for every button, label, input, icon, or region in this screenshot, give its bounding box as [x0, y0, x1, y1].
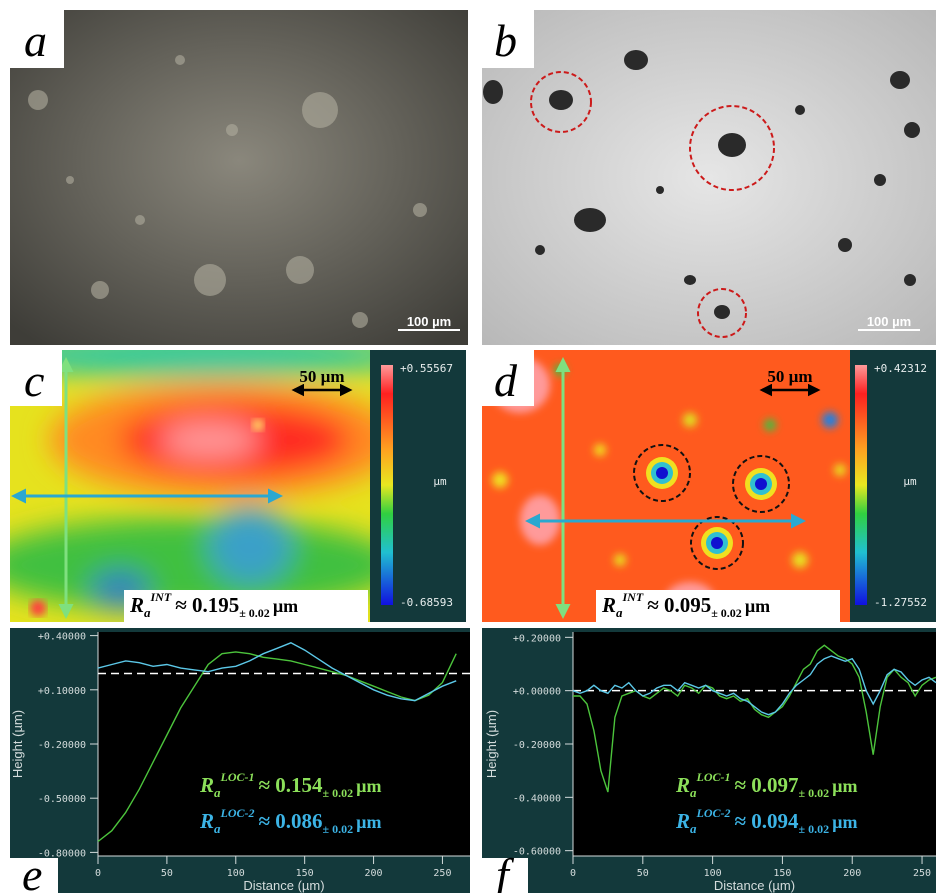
subscript: a	[690, 821, 697, 836]
x-tick-label: 250	[433, 868, 451, 879]
x-axis-label: Distance (µm)	[243, 878, 324, 893]
scale-bar-label: 50 µm	[767, 367, 812, 386]
y-tick-label: +0.00000	[513, 687, 561, 698]
unit: µm	[832, 812, 857, 832]
y-tick-label: -0.40000	[513, 793, 561, 804]
symbol: R	[601, 593, 616, 617]
x-tick-label: 0	[95, 868, 101, 879]
superscript: INT	[622, 590, 644, 604]
tolerance: ± 0.02	[711, 606, 742, 620]
panel-label: d	[494, 355, 518, 406]
value: ≈ 0.154	[259, 773, 324, 797]
panel-label: b	[494, 15, 517, 66]
value: ≈ 0.095	[647, 593, 711, 617]
subscript: a	[214, 785, 221, 800]
tolerance: ± 0.02	[799, 786, 830, 800]
tolerance: ± 0.02	[799, 822, 830, 836]
y-axis-label: Height (µm)	[10, 710, 25, 778]
panel-label: c	[24, 355, 44, 406]
value: ≈ 0.097	[735, 773, 799, 797]
colorbar-min: -0.68593	[400, 596, 453, 609]
tolerance: ± 0.02	[239, 606, 270, 620]
y-axis-label: Height (µm)	[484, 710, 499, 778]
symbol: R	[129, 593, 144, 617]
symbol: R	[675, 809, 690, 833]
colorbar-max: +0.42312	[874, 362, 927, 375]
colorbar	[381, 365, 393, 605]
height-map	[0, 333, 420, 622]
y-tick-label: -0.80000	[38, 848, 86, 859]
x-tick-label: 0	[570, 868, 576, 879]
x-axis-label: Distance (µm)	[714, 878, 795, 893]
subscript: a	[616, 605, 623, 620]
x-tick-label: 200	[365, 868, 383, 879]
charts: +0.40000 +0.10000 -0.20000 -0.50000 -0.80000…	[10, 632, 936, 893]
micrograph	[10, 10, 468, 345]
unit: µm	[745, 596, 770, 616]
y-tick-label: -0.60000	[513, 847, 561, 858]
symbol: R	[675, 773, 690, 797]
unit: µm	[356, 776, 381, 796]
superscript: LOC-1	[696, 770, 731, 784]
x-tick-label: 50	[161, 868, 173, 879]
y-tick-label: +0.20000	[513, 633, 561, 644]
value: ≈ 0.195	[175, 593, 239, 617]
x-tick-label: 200	[843, 868, 861, 879]
x-tick-label: 250	[913, 868, 931, 879]
colorbar-unit: µm	[903, 475, 917, 488]
subscript: a	[214, 821, 221, 836]
y-tick-label: -0.20000	[38, 740, 86, 751]
panel-label: a	[24, 15, 47, 66]
scale-bar-label: 50 µm	[299, 367, 344, 386]
symbol: R	[199, 773, 214, 797]
tolerance: ± 0.02	[323, 786, 354, 800]
symbol: R	[199, 809, 214, 833]
colorbar-max: +0.55567	[400, 362, 453, 375]
y-tick-label: -0.20000	[513, 740, 561, 751]
colorbar	[855, 365, 867, 605]
superscript: LOC-2	[220, 806, 255, 820]
y-tick-label: -0.50000	[38, 794, 86, 805]
colorbar-unit: µm	[433, 475, 447, 488]
panel-c: 50 µm c RaINT≈ 0.195± 0.02µm +0.55567 µm…	[0, 333, 466, 622]
value: ≈ 0.094	[735, 809, 800, 833]
colorbar-min: -1.27552	[874, 596, 927, 609]
superscript: LOC-1	[220, 770, 255, 784]
panel-b: b 100 µm	[482, 10, 936, 345]
unit: µm	[832, 776, 857, 796]
panel-a: a 100 µm	[10, 10, 468, 345]
x-tick-label: 100	[227, 868, 245, 879]
panel-label: e	[22, 849, 42, 893]
unit: µm	[273, 596, 298, 616]
scale-bar-label: 100 µm	[867, 314, 911, 329]
scale-bar-label: 100 µm	[407, 314, 451, 329]
figure: a 100 µm b 100 µm	[0, 0, 944, 893]
superscript: INT	[150, 590, 172, 604]
superscript: LOC-2	[696, 806, 731, 820]
subscript: a	[690, 785, 697, 800]
unit: µm	[356, 812, 381, 832]
tolerance: ± 0.02	[323, 822, 354, 836]
y-tick-label: +0.10000	[38, 686, 86, 697]
subscript: a	[144, 605, 151, 620]
y-tick-label: +0.40000	[38, 632, 86, 643]
value: ≈ 0.086	[259, 809, 323, 833]
micrograph	[482, 10, 936, 345]
x-tick-label: 50	[637, 868, 649, 879]
